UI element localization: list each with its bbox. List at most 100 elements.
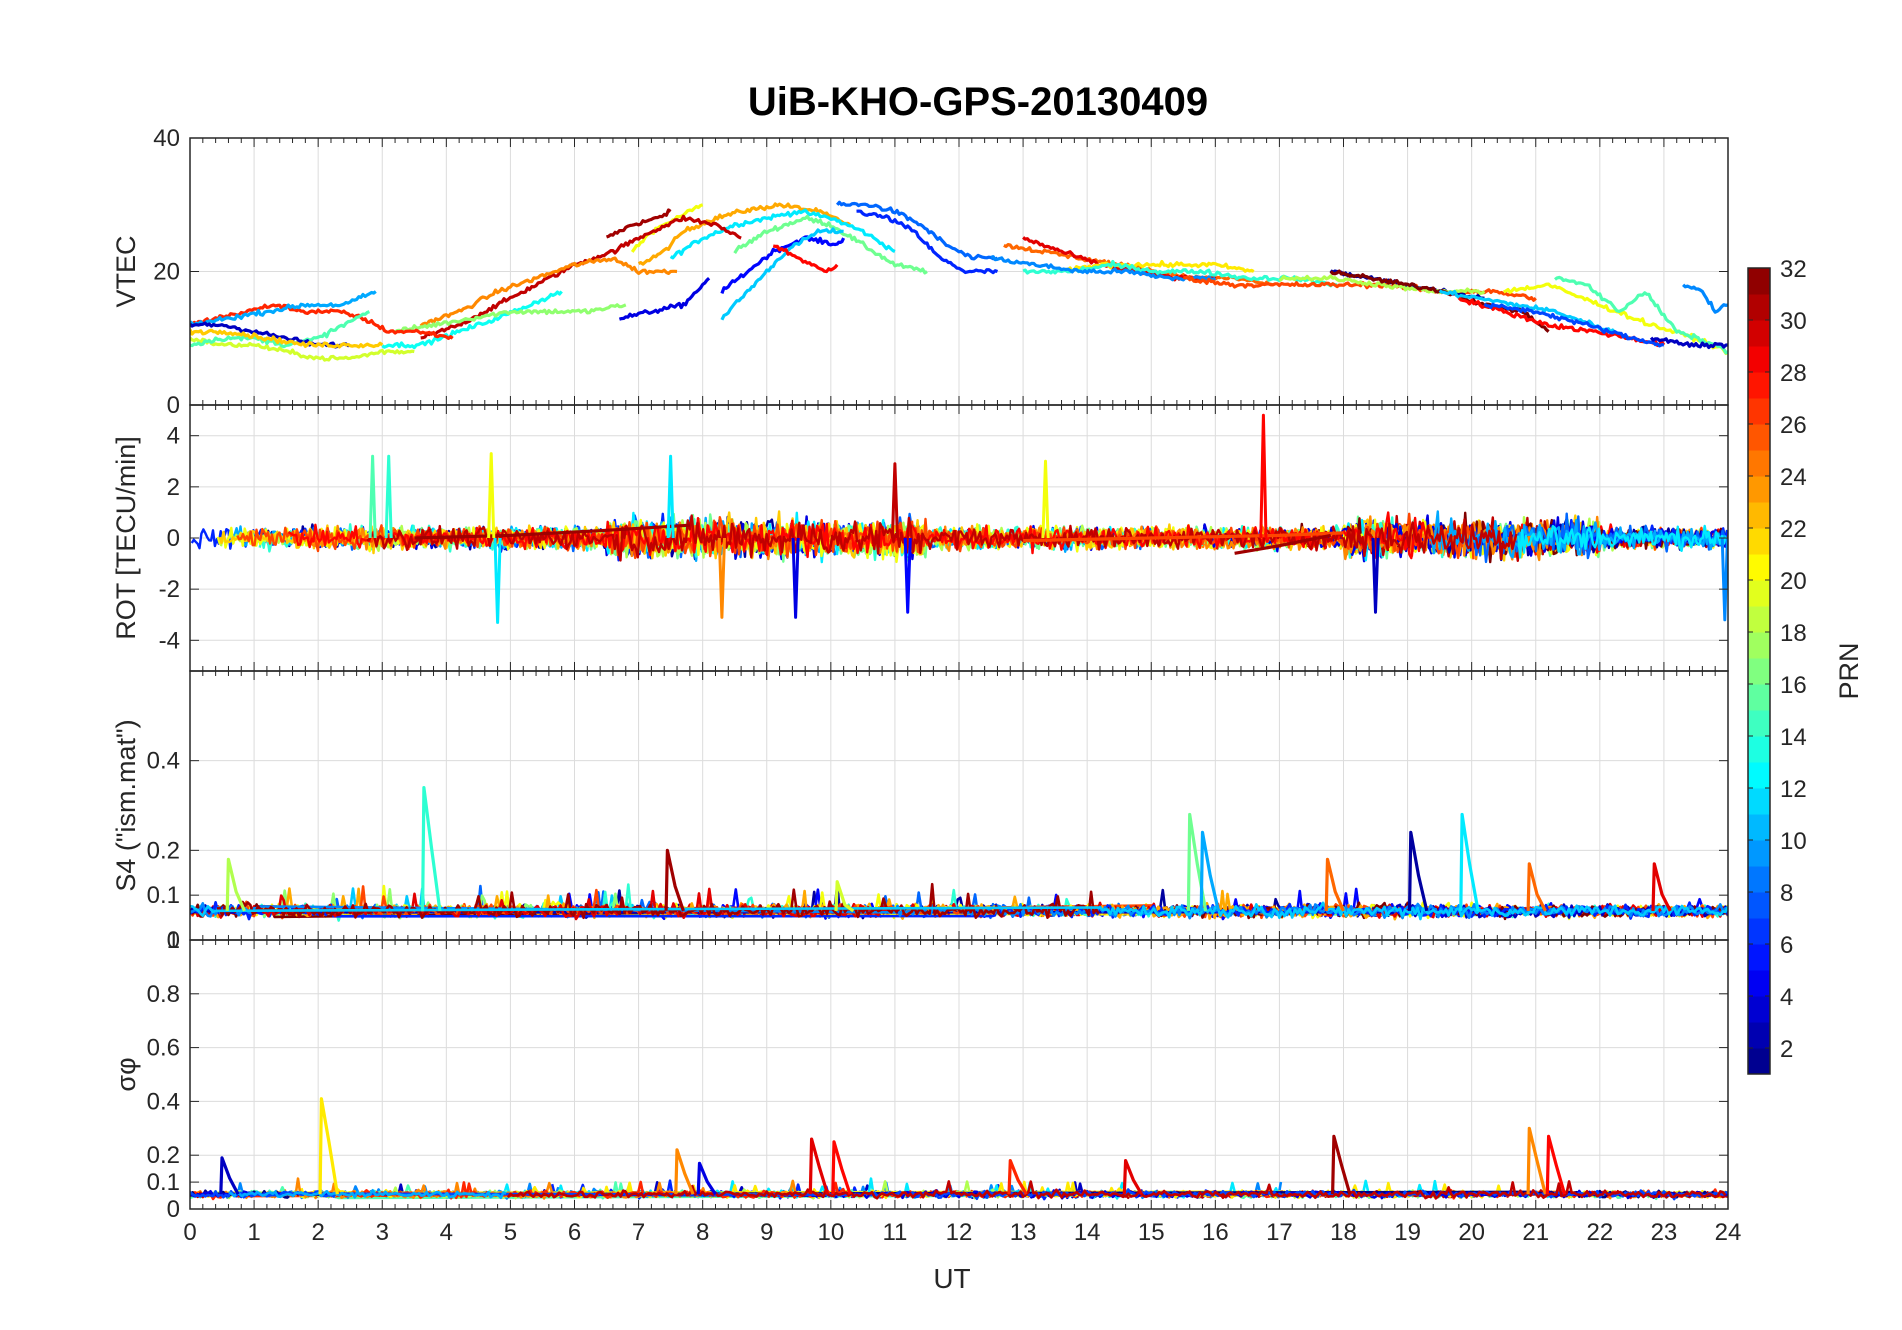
colorbar-tick-label: 16 [1780, 672, 1807, 699]
colorbar-band [1748, 398, 1770, 425]
series-line-prn-20 [630, 203, 704, 253]
colorbar-tick-label: 4 [1780, 984, 1793, 1011]
x-tick-label: 17 [1266, 1219, 1293, 1246]
series-line-prn-17 [394, 303, 627, 334]
colorbar-tick-label: 20 [1780, 568, 1807, 595]
series-line-prn-10 [228, 1189, 507, 1200]
plot-area [190, 1097, 1728, 1201]
series-line-prn-7 [1483, 302, 1665, 348]
series-line-prn-21 [1060, 260, 1255, 274]
colorbar-band [1748, 710, 1770, 737]
x-tick-label: 18 [1330, 1219, 1357, 1246]
plot-area [190, 413, 1728, 624]
series-line-prn-27 [190, 303, 454, 340]
series-line-prn-11 [190, 901, 1728, 921]
spike-prn-4 [791, 537, 800, 619]
spike-prn-31 [1331, 1134, 1352, 1195]
colorbar-band [1748, 320, 1770, 347]
series-line-prn-19 [190, 336, 415, 362]
y-tick-label: 4 [167, 423, 180, 450]
series-line-prn-11 [720, 227, 844, 321]
series-line-prn-28 [772, 244, 839, 274]
colorbar-band [1748, 346, 1770, 373]
colorbar-band [1748, 918, 1770, 945]
colorbar-band [1748, 866, 1770, 893]
x-tick-label: 4 [440, 1219, 453, 1246]
x-tick-label: 6 [568, 1219, 581, 1246]
x-tick-label: 3 [376, 1219, 389, 1246]
plot-area [190, 200, 1728, 362]
series-line-prn-4 [618, 277, 711, 321]
y-tick-label: 0 [167, 525, 180, 552]
colorbar-tick-label: 10 [1780, 828, 1807, 855]
x-tick-label: 1 [247, 1219, 260, 1246]
colorbar-band [1748, 892, 1770, 919]
y-tick-label: 0 [167, 392, 180, 419]
spike-prn-29 [1122, 1159, 1143, 1196]
colorbar-band [1748, 580, 1770, 607]
spike-prn-10 [1199, 830, 1221, 912]
x-tick-label: 14 [1074, 1219, 1101, 1246]
y-tick-label: 40 [153, 125, 180, 152]
y-tick-label: 0.4 [147, 748, 180, 775]
spike-prn-28 [831, 1140, 852, 1195]
colorbar-band [1748, 1022, 1770, 1049]
colorbar-band [1748, 736, 1770, 763]
y-tick-label: 0.1 [147, 1169, 180, 1196]
series-line-prn-15 [1554, 275, 1728, 355]
spike-prn-12 [666, 454, 675, 539]
spike-prn-29 [1651, 862, 1672, 912]
series-line-prn-24 [419, 256, 678, 328]
spike-prn-24 [717, 537, 726, 619]
x-tick-labels: 0 1 2 3 4 5 6 7 8 9 10 11 12 13 14 15 16 17 18 19 20 21 22 23 24 [183, 1219, 1741, 1246]
y-tick-label: -4 [159, 627, 180, 654]
series-line-prn-13 [381, 290, 563, 350]
series-line-prn-12 [669, 208, 896, 260]
colorbar-band [1748, 944, 1770, 971]
spike-prn-12 [1459, 812, 1480, 912]
y-tick-label: 0.4 [147, 1088, 180, 1115]
axis-ticks [189, 405, 1729, 671]
x-tick-label: 23 [1651, 1219, 1678, 1246]
x-tick-label: 12 [946, 1219, 973, 1246]
grid-lines [189, 939, 1729, 1210]
x-tick-label: 10 [817, 1219, 844, 1246]
x-tick-label: 15 [1138, 1219, 1165, 1246]
trend-line-prn-26 [1023, 531, 1344, 543]
series-line-prn-6 [856, 209, 999, 275]
y-axis-label: VTEC [111, 235, 141, 307]
spike-prn-3 [1371, 537, 1380, 614]
spike-prn-4 [696, 1161, 717, 1196]
axis-ticks [189, 671, 1729, 941]
series-line-prn-22 [190, 328, 384, 349]
colorbar-label: PRN [1834, 642, 1864, 699]
colorbar-tick-label: 12 [1780, 776, 1807, 803]
colorbar-tick-label: 26 [1780, 412, 1807, 439]
x-tick-label: 19 [1394, 1219, 1421, 1246]
series-line-prn-31 [605, 208, 672, 239]
colorbar-frame [1747, 267, 1771, 1075]
colorbar-band [1748, 528, 1770, 555]
colorbar-band [1748, 814, 1770, 841]
series-line-prn-30 [366, 514, 1518, 562]
y-axis-label: σφ [111, 1057, 141, 1091]
series-line-prn-8 [835, 200, 999, 261]
colorbar-band [1748, 840, 1770, 867]
colorbar-band [1748, 762, 1770, 789]
spike-prn-30 [890, 462, 899, 539]
x-tick-label: 5 [504, 1219, 517, 1246]
series-line-prn-9 [990, 255, 1217, 282]
x-tick-label: 8 [696, 1219, 709, 1246]
colorbar-band [1748, 450, 1770, 477]
spike-prn-20 [487, 452, 496, 539]
axis-ticks [189, 939, 1729, 1210]
series-line-prn-30 [506, 1180, 1727, 1200]
x-tick-label: 0 [183, 1219, 196, 1246]
spike-prn-14 [421, 786, 442, 912]
series-line-prn-23 [637, 202, 852, 266]
colorbar-band [1748, 970, 1770, 997]
y-tick-label: 0.8 [147, 981, 180, 1008]
colorbar-band [1748, 1048, 1770, 1075]
panel-rot: -4 -2 0 2 4 ROT [TECU/min] [111, 404, 1729, 672]
